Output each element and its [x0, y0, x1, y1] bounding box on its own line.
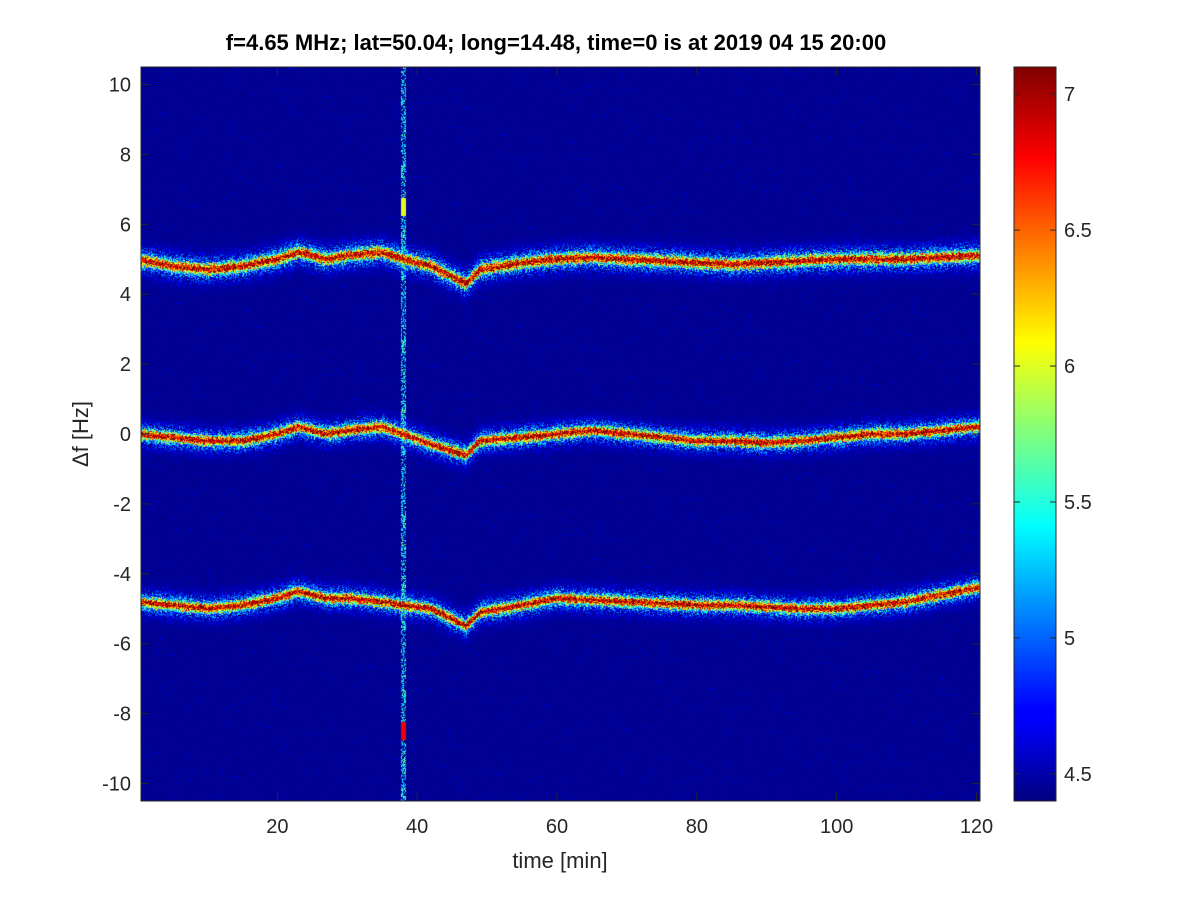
y-tick-label: 6 [120, 214, 131, 236]
colorbar: 7 6.5 6 5.5 5 4.5 [1013, 66, 1092, 802]
y-axis-label: Δf [Hz] [68, 401, 93, 467]
y-tick-label: 10 [109, 74, 131, 96]
colorbar-gradient [1014, 67, 1056, 801]
y-tick-label: 0 [120, 424, 131, 446]
y-tick-label: -6 [113, 634, 131, 656]
colorbar-tick-label: 6.5 [1064, 220, 1092, 242]
colorbar-frame [1013, 66, 1057, 802]
x-tick-label: 40 [406, 816, 428, 838]
x-tick-label: 120 [960, 816, 993, 838]
y-tick-label: -10 [102, 774, 131, 796]
x-tick-label: 100 [820, 816, 853, 838]
x-tick-label: 80 [686, 816, 708, 838]
y-tick-label: -2 [113, 494, 131, 516]
colorbar-tick-label: 5 [1064, 628, 1075, 650]
colorbar-ticks: 7 6.5 6 5.5 5 4.5 [1014, 84, 1092, 786]
chart-title: f=4.65 MHz; lat=50.04; long=14.48, time=… [226, 30, 886, 55]
plot-area [140, 66, 981, 802]
colorbar-tick-label: 6 [1064, 356, 1075, 378]
y-tick-label: 2 [120, 354, 131, 376]
heatmap-canvas [141, 67, 980, 801]
y-tick-label: 8 [120, 144, 131, 166]
x-axis: 20 40 60 80 100 120 [266, 67, 993, 838]
y-tick-label: 4 [120, 284, 131, 306]
x-axis-label: time [min] [512, 848, 607, 873]
colorbar-tick-label: 7 [1064, 84, 1075, 106]
x-tick-label: 60 [546, 816, 568, 838]
colorbar-tick-label: 5.5 [1064, 492, 1092, 514]
y-tick-label: -8 [113, 704, 131, 726]
y-tick-label: -4 [113, 564, 131, 586]
x-tick-label: 20 [266, 816, 288, 838]
colorbar-tick-label: 4.5 [1064, 764, 1092, 786]
y-axis: 10 8 6 4 2 0 -2 -4 -6 -8 -10 [102, 74, 980, 796]
